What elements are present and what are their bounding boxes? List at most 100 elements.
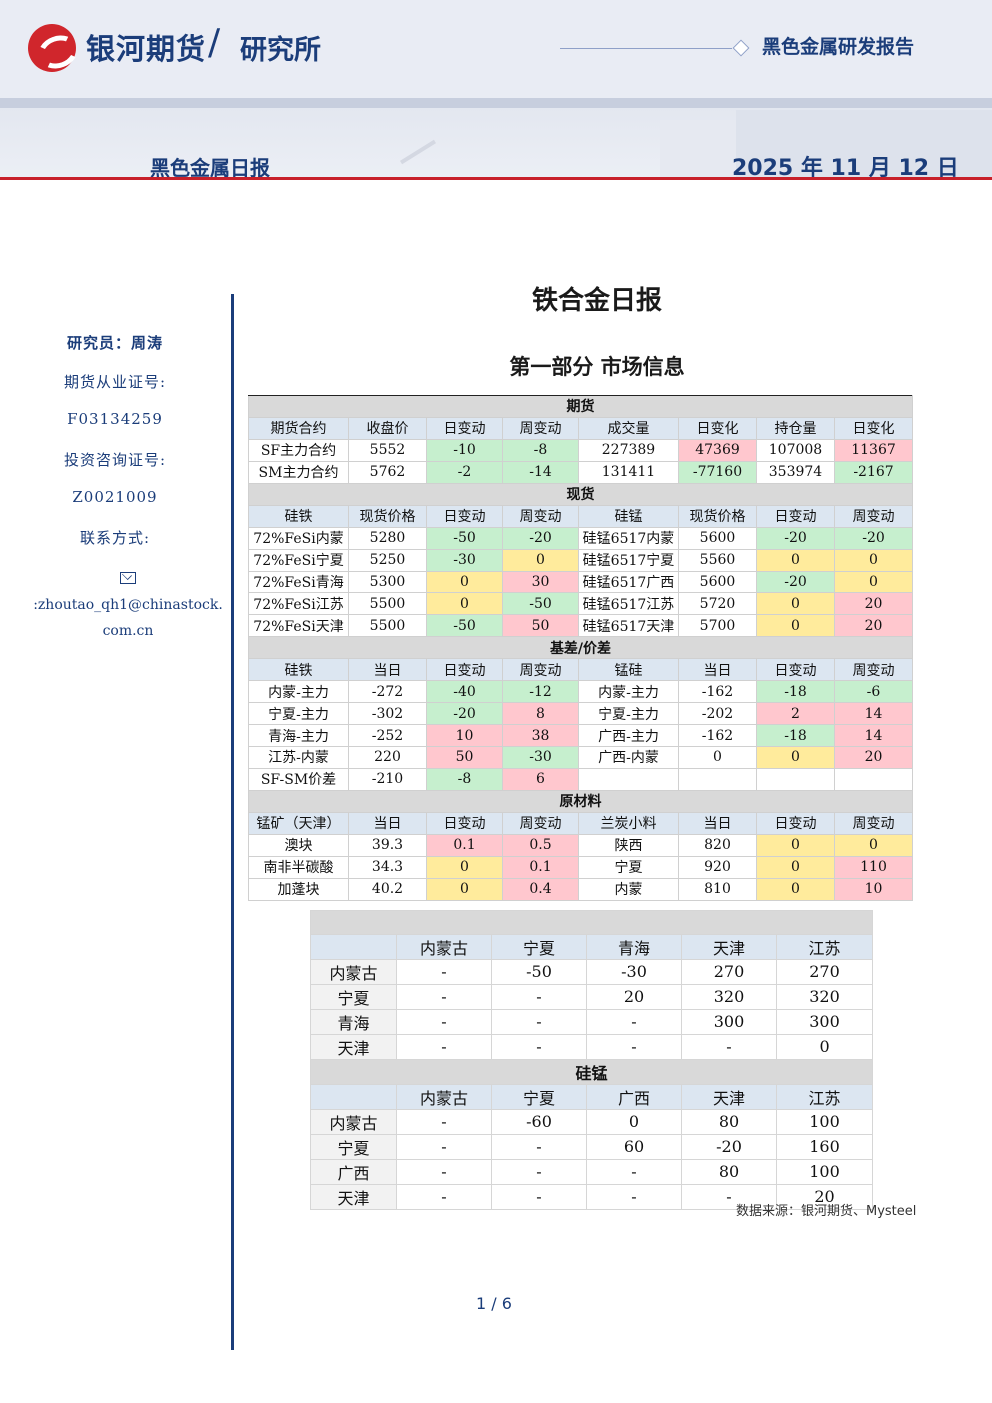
table-cell: - [396,1108,492,1135]
table-row: 72%FeSi宁夏 5250 -30 0 硅锰6517宁夏 5560 0 0 [248,548,913,572]
column-header: 周变动 [502,658,579,682]
table-cell: -30 [586,958,682,985]
company-name: 银河期货 [86,32,207,66]
table-cell: - [491,1033,587,1060]
table-cell: 0 [502,548,579,572]
table-row: 72%FeSi内蒙 5280 -50 -20 硅锰6517内蒙 5600 -20 -20 [248,526,913,550]
table-cell: 72%FeSi内蒙 [248,526,349,550]
table-cell: 110 [834,855,913,879]
column-header: 江苏 [775,1083,874,1110]
report-header: 银河期货 / 研究所 黑色金属研发报告 [0,0,992,98]
table-row: 内蒙-主力 -272 -40 -12 内蒙-主力 -162 -18 -6 [248,680,913,704]
futures-cert-number: F03134259 [67,410,163,428]
futures-cert-label: 期货从业证号: [63,373,167,391]
table-cell: 硅锰6517江苏 [578,592,679,616]
table-cell: 5600 [678,526,757,550]
table-row: 宁夏-主力 -302 -20 8 宁夏-主力 -202 2 14 [248,702,913,726]
table-cell: -12 [502,680,579,704]
column-header: 广西 [586,1083,682,1110]
email-line-1: :zhoutao_qh1@chinastock. [33,597,223,613]
column-header: 收盘价 [348,416,427,440]
column-header: 日变动 [756,504,835,528]
table-cell: 107008 [756,438,835,462]
column-header: 日变动 [426,504,503,528]
table-cell: - [681,1033,777,1060]
consult-cert-label: 投资咨询证号: [63,451,167,469]
table-cell: -20 [756,570,835,594]
table-cell: 硅锰6517宁夏 [578,548,679,572]
table-cell: 34.3 [348,855,427,879]
table-cell: 5300 [348,570,427,594]
table-row: 澳块 39.3 0.1 0.5 陕西 820 0 0 [248,833,913,857]
table-cell: -60 [491,1108,587,1135]
table-cell: 5560 [678,548,757,572]
table-cell: 50 [502,614,579,638]
table-cell: 14 [834,724,913,747]
table-cell: -14 [502,460,579,484]
table-cell: 0.1 [502,855,579,879]
table-cell: - [681,1183,777,1210]
table-row: 72%FeSi青海 5300 0 30 硅锰6517广西 5600 -20 0 [248,570,913,594]
table-cell: -8 [502,438,579,462]
table-cell: -20 [681,1133,777,1160]
spot-section-title: 现货 [248,482,913,506]
table-cell: 0 [775,1033,874,1060]
contact-email[interactable]: :zhoutao_qh1@chinastock. com.cn [26,566,230,644]
table-cell: -20 [502,526,579,550]
table-cell: 20 [834,592,913,616]
table-row: SM主力合约 5762 -2 -14 131411 -77160 353974 -2167 [248,460,913,484]
table-cell: -2 [426,460,503,484]
table-cell: - [396,1133,492,1160]
futures-section-row: 期货 [248,395,913,418]
table-cell: 5720 [678,592,757,616]
table-cell: 810 [678,877,757,901]
table-cell: 5250 [348,548,427,572]
table-cell: 270 [681,958,777,985]
table-cell: 72%FeSi天津 [248,614,349,638]
table-cell: 0 [756,548,835,572]
column-header: 当日 [348,811,427,835]
table-cell: 20 [834,746,913,769]
table-cell: 江苏-内蒙 [248,746,349,769]
table-row: 青海-主力 -252 10 38 广西-主力 -162 -18 14 [248,724,913,747]
row-header: 内蒙古 [310,958,397,985]
table-cell: -10 [426,438,503,462]
basis-section-title: 基差/价差 [248,636,913,660]
column-header: 周变动 [502,811,579,835]
table-cell: 0 [756,833,835,857]
column-header: 内蒙古 [396,933,492,960]
row-header: 内蒙古 [310,1108,397,1135]
column-header: 日变化 [678,416,757,440]
table-row: SF主力合约 5552 -10 -8 227389 47369 107008 11367 [248,438,913,462]
column-header: 期货合约 [248,416,349,440]
table-cell: 270 [775,958,874,985]
researcher-name: 研究员：周涛 [66,334,163,352]
column-header: 日变化 [834,416,913,440]
table-cell: -272 [348,680,427,704]
table-row: 加蓬块 40.2 0 0.4 内蒙 810 0 10 [248,877,913,901]
table-cell: -50 [491,958,587,985]
table-cell: - [586,1183,682,1210]
table-cell: 300 [681,1008,777,1035]
sidebar-divider [231,294,234,1350]
table-row: SF-SM价差 -210 -8 6 [248,767,913,791]
table-cell: - [396,1008,492,1035]
consult-cert-number: Z0021009 [72,488,158,506]
table-cell: 内蒙 [578,877,679,901]
header-divider-line [560,48,732,49]
ferrosilicon-header-row: 内蒙古 宁夏 青海 天津 江苏 [310,933,874,960]
contact-label: 联系方式: [79,529,151,547]
column-header: 日变动 [756,658,835,682]
basis-section-row: 基差/价差 [248,636,913,660]
column-header: 现货价格 [678,504,757,528]
table-cell: - [491,1183,587,1210]
row-header: 青海 [310,1008,397,1035]
table-cell: 300 [775,1008,874,1035]
column-header [310,1083,397,1110]
table-cell: 内蒙-主力 [248,680,349,704]
table-cell: 5600 [678,570,757,594]
table-cell: 320 [681,983,777,1010]
table-cell: 0.5 [502,833,579,857]
table-cell: 6 [502,767,579,791]
ferrosilicon-section-row [309,910,874,935]
